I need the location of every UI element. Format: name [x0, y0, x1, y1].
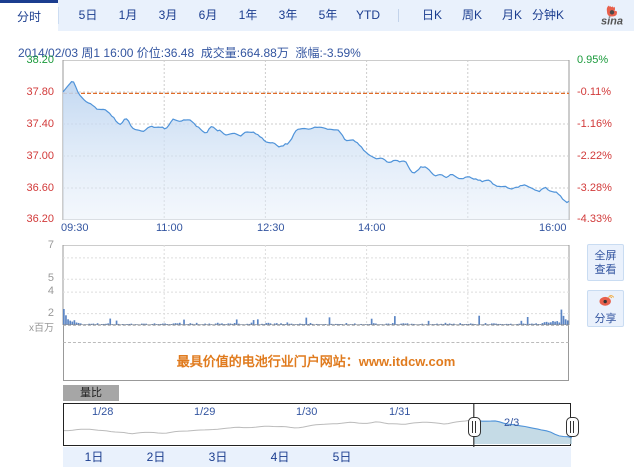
svg-text:sina: sina — [601, 16, 623, 27]
